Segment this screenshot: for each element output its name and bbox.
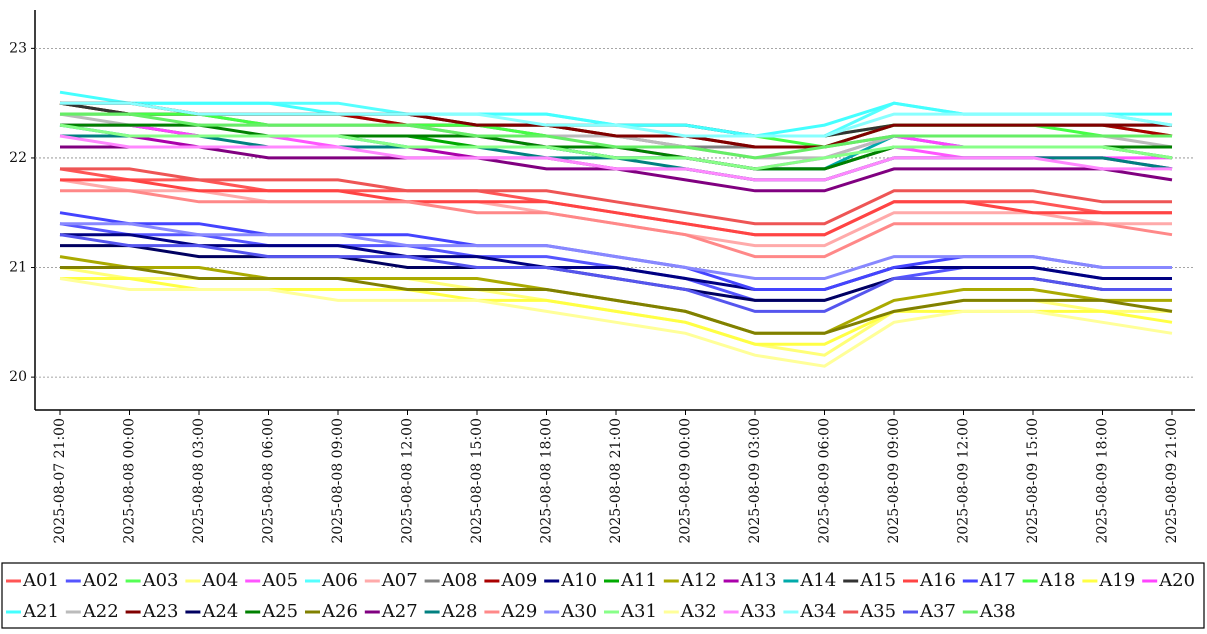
legend-label: A07 <box>381 570 418 591</box>
series-line <box>60 266 1173 335</box>
x-tick-label: 2025-08-09 12:00 <box>956 418 972 544</box>
legend-label: A08 <box>441 570 478 591</box>
legend-label: A33 <box>740 601 777 622</box>
x-tick-label: 2025-08-08 03:00 <box>191 418 207 544</box>
legend-label: A26 <box>321 601 358 622</box>
legend-label: A34 <box>799 601 836 622</box>
series-line <box>60 233 1172 291</box>
legend-label: A02 <box>82 570 119 591</box>
x-tick-label: 2025-08-09 21:00 <box>1164 418 1180 544</box>
series-line <box>59 123 1173 171</box>
legend-label: A37 <box>919 601 956 622</box>
legend-label: A21 <box>22 601 59 622</box>
legend-label: A01 <box>22 570 59 591</box>
legend-label: A11 <box>620 570 657 591</box>
x-tick-label: 2025-08-09 15:00 <box>1025 418 1041 544</box>
x-tick-label: 2025-08-09 03:00 <box>747 418 763 544</box>
x-tick-label: 2025-08-08 06:00 <box>261 418 277 544</box>
legend-label: A22 <box>82 601 119 622</box>
legend-label: A18 <box>1039 570 1076 591</box>
series-line <box>60 189 1173 259</box>
x-tick-label: 2025-08-09 18:00 <box>1095 418 1111 544</box>
legend-label: A31 <box>620 601 657 622</box>
legend: A01 A02 A03 A04 A05 A06 A07 A08 A09 A10 A11 A12 A13 A… <box>6 570 1195 622</box>
legend-label: A32 <box>680 601 717 622</box>
x-tick-label: 2025-08-07 21:00 <box>52 418 68 544</box>
legend-label: A28 <box>441 601 478 622</box>
series-line <box>60 222 1172 280</box>
legend-label: A27 <box>381 601 418 622</box>
legend-label: A15 <box>859 570 896 591</box>
legend-label: A38 <box>979 601 1016 622</box>
x-tick-label: 2025-08-08 18:00 <box>539 418 555 544</box>
series-line <box>59 134 1172 182</box>
legend-label: A19 <box>1098 570 1135 591</box>
legend-label: A03 <box>142 570 179 591</box>
legend-label: A35 <box>859 601 896 622</box>
series-line <box>60 167 1172 226</box>
series-line <box>59 277 1173 368</box>
series-line <box>59 233 1172 313</box>
x-tick-label: 2025-08-08 00:00 <box>122 418 138 544</box>
y-tick-label: 20 <box>9 369 27 385</box>
x-tick-label: 2025-08-08 21:00 <box>608 418 624 544</box>
legend-label: A05 <box>261 570 298 591</box>
series-line <box>60 112 1172 160</box>
legend-label: A29 <box>500 601 537 622</box>
legend-label: A30 <box>560 601 597 622</box>
legend-label: A10 <box>560 570 597 591</box>
y-tick-label: 22 <box>9 150 27 166</box>
series-line <box>60 101 1173 138</box>
legend-label: A17 <box>979 570 1016 591</box>
legend-box <box>1 562 1205 629</box>
legend-label: A24 <box>201 601 238 622</box>
x-tick-label: 2025-08-08 09:00 <box>330 418 346 544</box>
legend-label: A09 <box>500 570 537 591</box>
y-tick-label: 23 <box>9 40 27 56</box>
x-tick-label: 2025-08-09 00:00 <box>678 418 694 544</box>
y-tick-label: 21 <box>9 260 27 276</box>
x-tick-label: 2025-08-09 09:00 <box>886 418 902 544</box>
legend-label: A25 <box>261 601 298 622</box>
legend-label: A06 <box>321 570 358 591</box>
x-tick-label: 2025-08-08 15:00 <box>469 418 485 544</box>
legend-label: A12 <box>680 570 717 591</box>
series-line <box>60 178 1172 237</box>
legend-label: A20 <box>1158 570 1195 591</box>
x-tick-label: 2025-08-08 12:00 <box>400 418 416 544</box>
x-tick-label: 2025-08-09 06:00 <box>817 418 833 544</box>
legend-label: A16 <box>919 570 956 591</box>
legend-label: A23 <box>142 601 179 622</box>
legend-label: A04 <box>201 570 238 591</box>
legend-label: A14 <box>799 570 836 591</box>
legend-label: A13 <box>740 570 777 591</box>
